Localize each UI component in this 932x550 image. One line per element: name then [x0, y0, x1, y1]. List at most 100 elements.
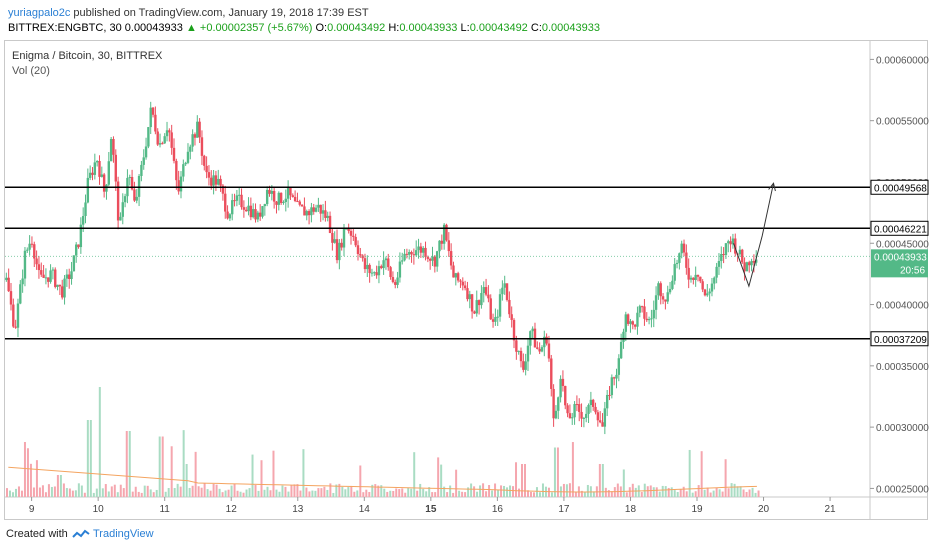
tradingview-brand[interactable]: TradingView — [93, 528, 154, 540]
candle-body — [531, 328, 534, 332]
volume-bar — [122, 488, 125, 497]
candle-body — [175, 160, 178, 181]
candle-body — [547, 343, 551, 359]
candle-body — [84, 202, 87, 216]
volume-bar — [146, 485, 149, 497]
volume-bar — [113, 484, 116, 497]
candle-body — [657, 283, 660, 296]
candle-body — [701, 281, 704, 290]
candle-body — [673, 264, 676, 281]
volume-bar — [428, 487, 431, 497]
volume-bar — [455, 469, 458, 497]
candle-body — [463, 285, 467, 289]
candle-body — [738, 249, 742, 255]
candle-body — [37, 264, 41, 271]
x-tick-label: 14 — [359, 504, 371, 515]
volume-bar — [452, 492, 455, 497]
candle-body — [538, 348, 541, 352]
volume-bar — [242, 492, 245, 497]
author-link[interactable]: yuriagpalo2c — [8, 7, 71, 19]
volume-bar — [233, 483, 236, 497]
candle-body — [335, 239, 339, 261]
volume-bar — [263, 489, 266, 497]
volume-bar — [329, 483, 332, 497]
volume-bar — [380, 485, 383, 497]
volume-bar — [26, 448, 29, 497]
volume-bar — [658, 491, 661, 497]
candle-body — [594, 406, 597, 413]
volume-bar — [83, 492, 86, 497]
candle-body — [680, 243, 683, 254]
volume-bar — [688, 449, 691, 497]
candle-body — [263, 204, 267, 207]
candle-body — [268, 189, 271, 194]
candle-body — [482, 287, 485, 293]
volume-bar — [712, 490, 715, 497]
candle-body — [515, 340, 518, 352]
volume-bar — [293, 484, 296, 497]
candle-body — [671, 280, 674, 289]
candle-body — [272, 190, 276, 202]
volume-bar — [11, 492, 14, 497]
candle-body — [58, 284, 62, 287]
candle-body — [26, 249, 29, 251]
candle-body — [650, 318, 653, 320]
candle-body — [675, 262, 679, 265]
volume-bar — [173, 488, 176, 497]
volume-bar — [302, 449, 305, 497]
candle-body — [258, 212, 262, 217]
candle-body — [470, 294, 474, 312]
volume-bar — [125, 431, 128, 497]
candle-body — [91, 172, 94, 175]
volume-bar — [140, 492, 143, 497]
volume-bar — [308, 491, 311, 497]
arrow-head — [768, 182, 776, 192]
y-tick-label: 0.00055000 — [876, 117, 929, 128]
candle-body — [612, 377, 616, 379]
volume-bar — [571, 442, 574, 497]
candle-body — [317, 204, 320, 208]
candle-body — [398, 261, 402, 278]
chart-frame[interactable] — [4, 40, 928, 520]
level-price-tag — [870, 331, 929, 347]
volume-bar — [757, 490, 760, 497]
x-tick-label: 10 — [93, 504, 105, 515]
candle-body — [540, 347, 544, 352]
candle-body — [503, 283, 506, 288]
open-label: O: — [315, 22, 328, 34]
candle-body — [314, 207, 318, 212]
volume-bar — [65, 488, 68, 497]
candle-body — [578, 404, 581, 412]
candle-body — [396, 277, 399, 285]
volume-bar — [446, 492, 449, 497]
volume-bar — [305, 487, 308, 497]
volume-bar — [74, 490, 77, 497]
volume-bar — [230, 485, 233, 497]
candle-body — [384, 258, 388, 261]
volume-bar — [485, 491, 488, 497]
volume-bar — [332, 492, 335, 497]
volume-bar — [80, 485, 83, 497]
volume-bar — [682, 486, 685, 497]
candle-body — [56, 284, 59, 287]
candle-body — [300, 204, 304, 207]
low-value: 0.00043492 — [469, 22, 528, 34]
candle-body — [168, 130, 171, 133]
volume-bar — [532, 492, 535, 497]
candle-body — [74, 244, 78, 256]
volume-bar — [616, 483, 619, 497]
volume-bar — [634, 487, 637, 497]
candle-body — [279, 192, 283, 203]
candle-body — [70, 271, 73, 280]
candle-body — [415, 250, 418, 256]
candle-body — [428, 258, 432, 261]
candle-body — [305, 211, 308, 216]
candle-body — [692, 277, 695, 280]
candle-body — [5, 277, 8, 281]
volume-bar — [245, 489, 248, 497]
candle-body — [128, 176, 131, 178]
candle-body — [214, 175, 218, 185]
candle-body — [699, 276, 702, 282]
volume-bar — [664, 486, 667, 497]
